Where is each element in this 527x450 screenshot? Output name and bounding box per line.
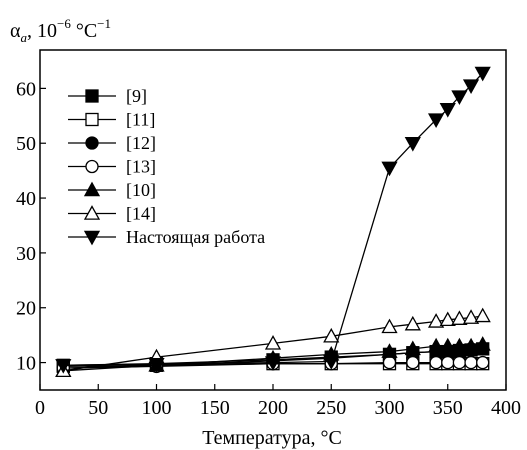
data-point [451,90,468,105]
legend-label: Настоящая работа [126,227,265,247]
data-point [464,355,478,370]
x-tick-label: 300 [375,397,405,419]
data-point [439,337,456,353]
data-point [474,336,491,351]
y-axis-label: αa, 10−6 °C−1 [10,16,111,45]
y-tick-label: 30 [16,243,36,265]
legend-entry: [12] [68,133,156,153]
data-point [264,356,282,371]
legend-label: [14] [126,204,156,224]
y-tick-label: 40 [16,188,36,210]
legend-entry: [9] [68,86,147,106]
legend-label: [13] [126,157,156,177]
data-point [404,136,421,152]
legend-label: [11] [126,110,155,130]
data-point [404,315,421,331]
legend-marker [83,205,101,220]
y-tick-label: 50 [16,133,36,155]
legend-marker [85,159,99,174]
legend-entry: Настоящая работа [68,227,265,247]
data-point [427,337,445,353]
legend-label: [12] [126,133,156,153]
x-tick-label: 200 [258,397,288,419]
legend-entry: [11] [68,110,155,130]
y-tick-label: 60 [16,78,36,100]
legend: [9] [11] [12] [13] [10] [14] Настоящая работа [68,86,265,247]
data-point [439,311,456,327]
data-point [148,357,165,373]
data-point [476,355,490,370]
data-point [406,355,420,370]
data-point [451,337,468,353]
legend-label: [10] [126,180,156,200]
data-point [381,318,398,334]
ticks: 0 50 100 150 200 250 300 350 400 10 20 30 40 50 60 [16,78,521,419]
data-point [323,355,340,370]
x-tick-label: 50 [88,397,108,419]
x-tick-label: 350 [433,397,463,419]
data-point [462,309,480,324]
series-6 [55,307,491,378]
data-point [474,66,491,82]
x-tick-label: 250 [316,397,346,419]
data-point [264,335,282,350]
x-axis-label: Температура, °C [202,427,342,449]
y-tick-label: 20 [16,298,36,320]
data-point [462,79,480,94]
data-point [451,310,468,325]
legend-marker [85,136,99,150]
data-point [404,340,421,356]
legend-marker [85,112,99,127]
legend-entry: [10] [68,180,156,200]
data-point [381,161,398,177]
legend-entry: [14] [68,204,156,224]
data-point [381,343,398,358]
data-point [427,113,445,128]
data-point [439,102,456,118]
x-tick-label: 100 [142,397,172,419]
x-tick-label: 0 [35,397,45,419]
y-tick-label: 10 [16,353,36,375]
data-point [323,327,340,343]
data-point [452,355,467,370]
data-point [382,355,397,370]
data-point [441,355,455,370]
data-point [462,337,480,353]
x-tick-label: 400 [491,397,521,419]
data-point [427,313,445,328]
legend-marker [85,89,99,103]
legend-entry: [13] [68,157,156,177]
data-point [429,355,443,370]
series-layer [55,66,491,378]
legend-marker [83,230,101,246]
x-tick-label: 150 [200,397,230,419]
data-point [55,359,72,374]
legend-marker [83,181,101,197]
legend-label: [9] [126,86,147,106]
series-7 [55,66,491,374]
data-point [474,307,491,323]
